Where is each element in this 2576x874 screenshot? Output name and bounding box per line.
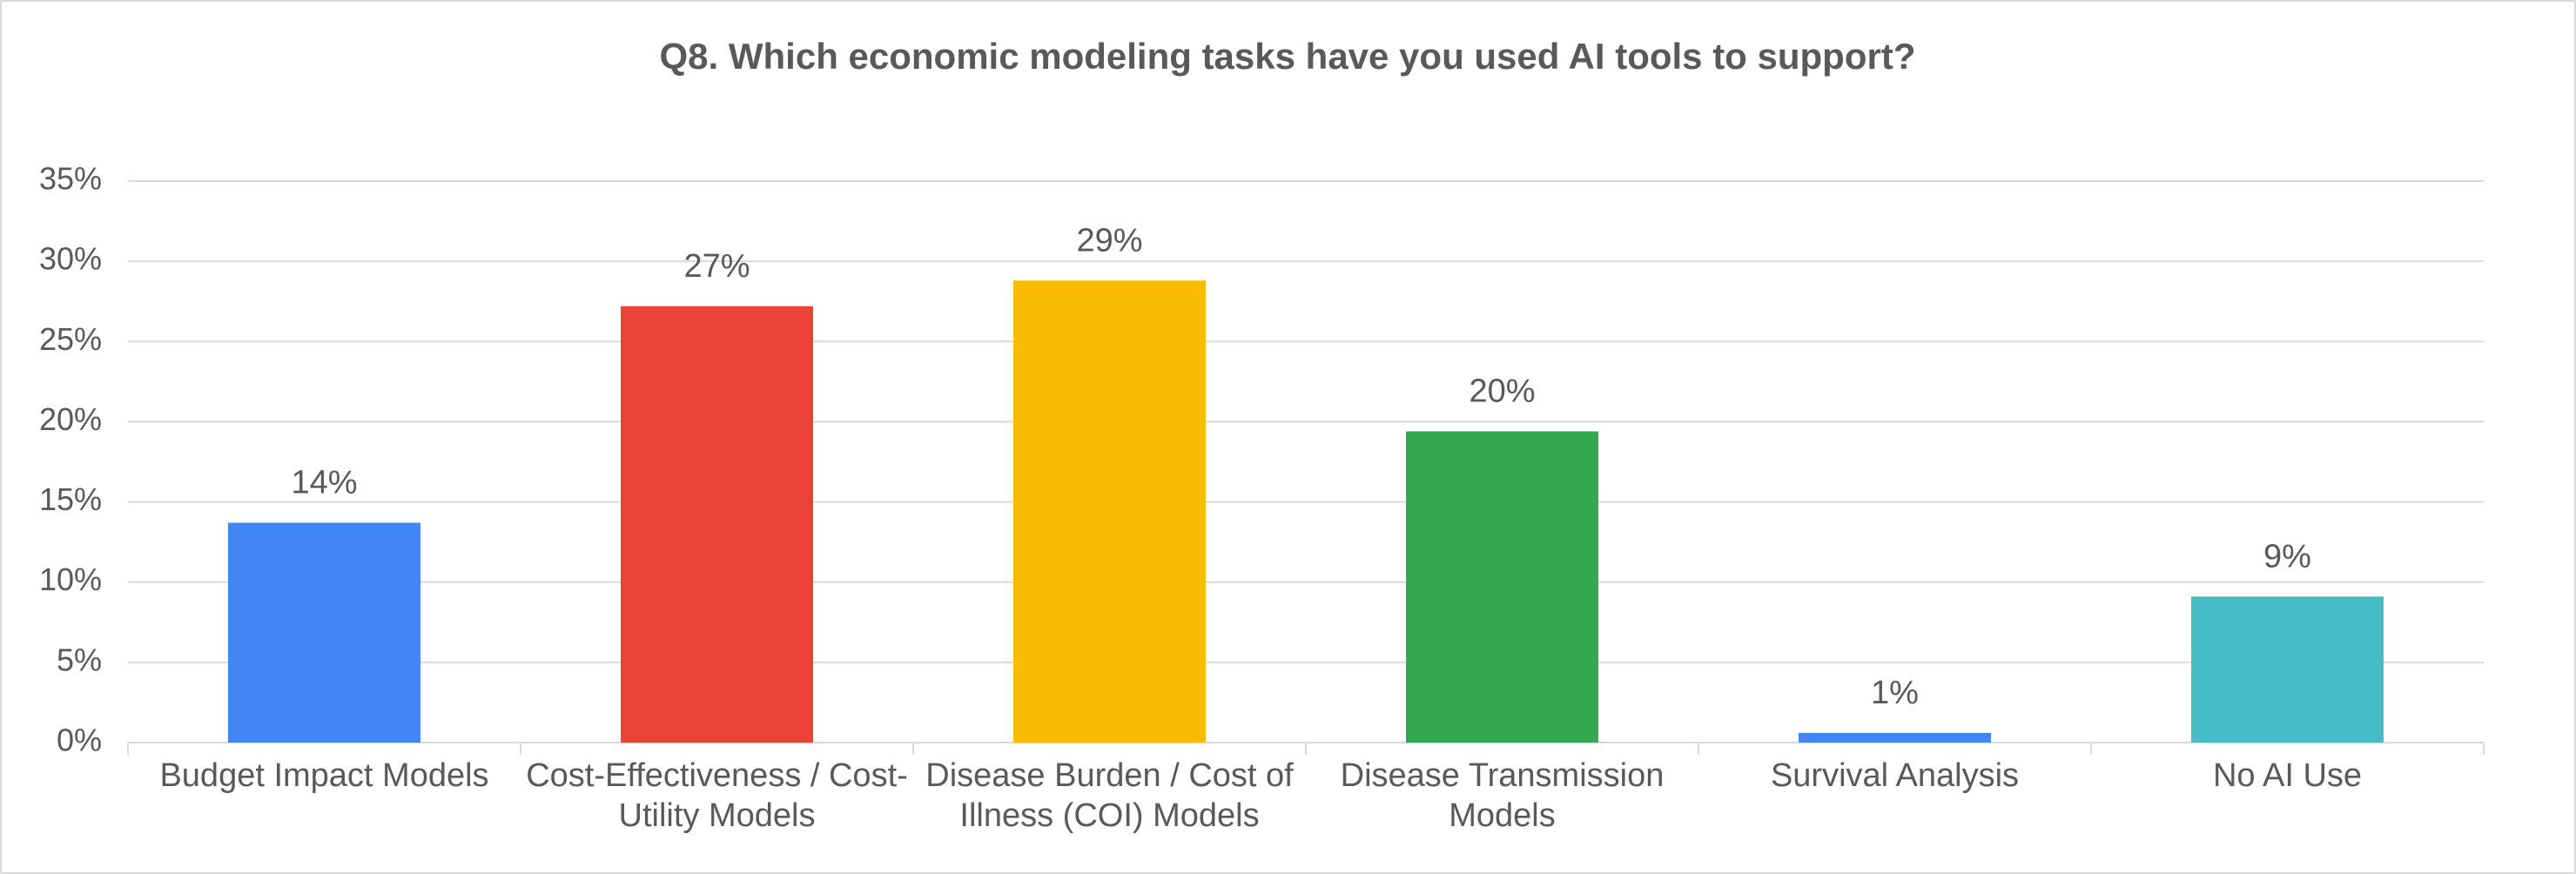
y-tick-label: 10% [39,561,102,597]
x-tick-label: Disease Burden / Cost of Illness (COI) M… [925,757,1294,834]
y-tick-label: 0% [57,723,102,758]
y-tick-label: 30% [39,241,102,277]
bar [1406,431,1598,743]
bar [228,522,420,743]
x-tick-label: Cost-Effectiveness / Cost-Utility Models [526,757,908,834]
y-tick-label: 20% [39,401,102,437]
y-tick-label: 25% [39,321,102,357]
chart-title: Q8. Which economic modeling tasks have y… [660,36,1916,77]
data-label: 29% [1076,222,1142,259]
bar [1799,732,1991,743]
data-label: 20% [1469,373,1535,410]
y-tick-label: 15% [39,481,102,517]
data-label: 14% [291,465,357,501]
data-label: 27% [683,248,750,285]
data-label: 9% [2263,538,2311,575]
x-tick-label: No AI Use [2212,757,2363,794]
y-tick-label: 35% [39,161,102,197]
y-tick-label: 5% [57,642,102,677]
bar [1013,280,1206,743]
x-tick-label: Survival Analysis [1770,757,2020,794]
bar [621,306,813,743]
x-tick-label: Budget Impact Models [159,757,489,794]
bar [2191,596,2384,743]
data-label: 1% [1871,675,1919,711]
x-tick-label: Disease Transmission Models [1340,757,1665,834]
